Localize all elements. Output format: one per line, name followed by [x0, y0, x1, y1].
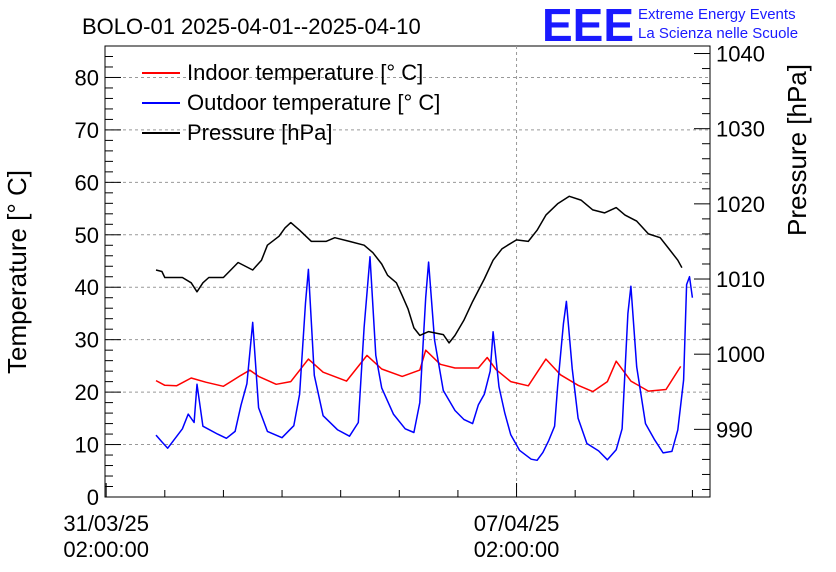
- x-tick-label-date: 07/04/25: [474, 511, 560, 536]
- eee-logo-letters: EEE: [542, 0, 634, 51]
- eee-logo-line1: Extreme Energy Events: [638, 6, 796, 23]
- y2-tick-label: 990: [716, 417, 753, 442]
- pressure-line: [155, 195, 683, 344]
- legend-label-outdoor: Outdoor temperature [° C]: [187, 90, 440, 115]
- x-tick-label-date: 31/03/25: [63, 511, 149, 536]
- x-tick-label-time: 02:00:00: [474, 537, 560, 562]
- y2-tick-label: 1010: [716, 267, 765, 292]
- y-tick-label: 60: [75, 170, 99, 195]
- y-tick-label: 50: [75, 223, 99, 248]
- y2-axis-label: Pressure [hPa]: [782, 64, 812, 236]
- y-tick-label: 80: [75, 65, 99, 90]
- y-axis-label: Temperature [° C]: [2, 170, 32, 374]
- x-tick-label-time: 02:00:00: [63, 537, 149, 562]
- legend-label-pressure: Pressure [hPa]: [187, 120, 333, 145]
- y2-tick-label: 1040: [716, 42, 765, 67]
- y-tick-label: 0: [87, 485, 99, 510]
- y-tick-label: 30: [75, 328, 99, 353]
- axis-ticks: 0102030405060708099010001010102010301040…: [63, 42, 765, 562]
- y-tick-label: 40: [75, 275, 99, 300]
- plot-frame: [104, 45, 711, 498]
- legend: Indoor temperature [° C] Outdoor tempera…: [142, 60, 440, 145]
- grid-lines: [105, 46, 710, 497]
- eee-logo-line2: La Scienza nelle Scuole: [638, 25, 798, 42]
- y-tick-label: 10: [75, 433, 99, 458]
- legend-label-indoor: Indoor temperature [° C]: [187, 60, 423, 85]
- chart-title: BOLO-01 2025-04-01--2025-04-10: [82, 14, 421, 39]
- y-tick-label: 20: [75, 380, 99, 405]
- y-tick-label: 70: [75, 118, 99, 143]
- y2-tick-label: 1030: [716, 117, 765, 142]
- y2-tick-label: 1000: [716, 342, 765, 367]
- indoor-temperature-line: [155, 349, 682, 393]
- outdoor-temperature-line: [155, 256, 694, 462]
- eee-logo: EEE Extreme Energy Events La Scienza nel…: [542, 0, 798, 51]
- series-layer: [155, 195, 694, 462]
- y2-tick-label: 1020: [716, 192, 765, 217]
